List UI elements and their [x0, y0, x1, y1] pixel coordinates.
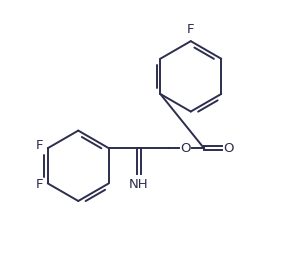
Text: O: O: [223, 142, 234, 155]
Text: O: O: [180, 142, 191, 155]
Text: F: F: [36, 178, 43, 191]
Text: F: F: [187, 23, 194, 36]
Text: NH: NH: [129, 179, 149, 191]
Text: F: F: [36, 139, 43, 152]
